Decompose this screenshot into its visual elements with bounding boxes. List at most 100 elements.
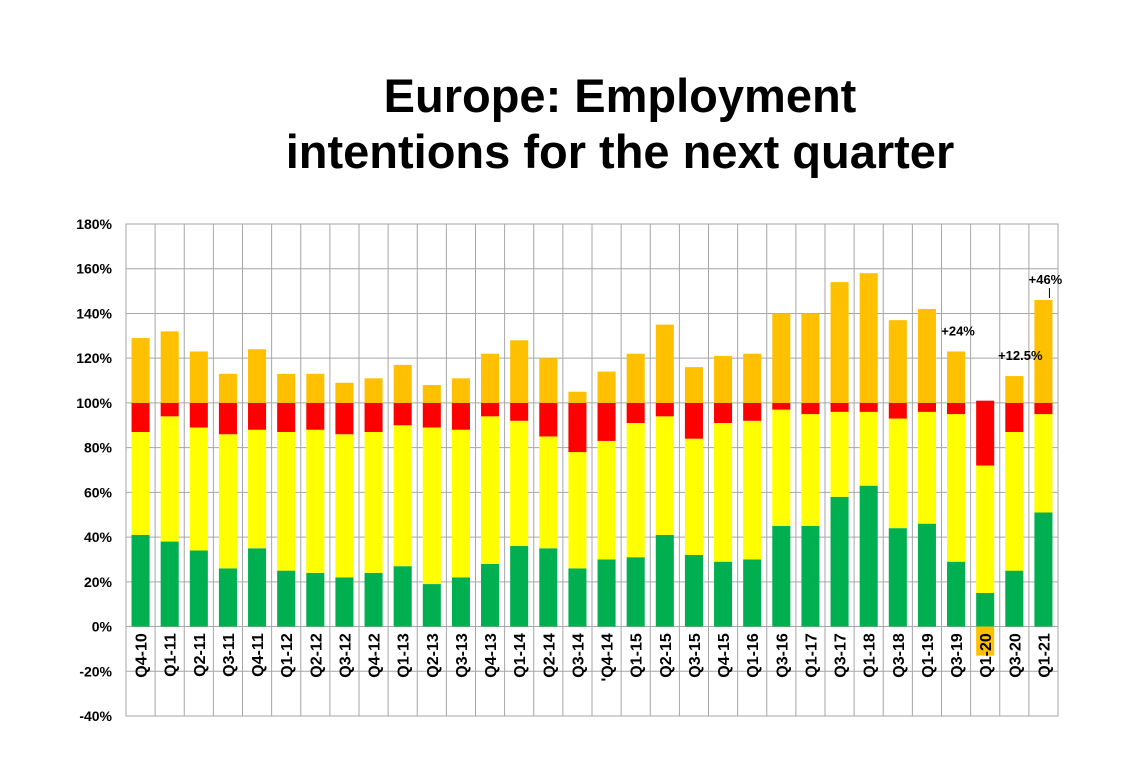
bar-segment-red: [218, 402, 237, 435]
bar-segment-green: [131, 534, 150, 627]
bar-segment-orange: [510, 340, 529, 403]
bar-segment-green: [976, 593, 995, 627]
bar-segment-green: [189, 550, 208, 627]
x-tick-label: Q1-18: [862, 633, 879, 678]
x-tick-label: Q1-13: [396, 633, 413, 678]
bar-segment-red: [248, 402, 267, 430]
y-tick-label: 120%: [76, 350, 112, 366]
x-tick-label: Q1-21: [1036, 633, 1053, 678]
x-tick-label: Q3-14: [570, 633, 587, 678]
x-tick-label: Q1-16: [745, 633, 762, 678]
x-tick-label: Q4-13: [483, 633, 500, 678]
bar-segment-red: [539, 402, 558, 437]
x-tick-label: Q3-19: [949, 633, 966, 678]
x-tick-label: Q2-12: [308, 633, 325, 678]
bar-segment-yellow: [1005, 431, 1024, 571]
bar-segment-red: [743, 402, 762, 421]
bar-segment-yellow: [626, 423, 645, 558]
bar-segment-red: [335, 402, 354, 435]
bar-segment-green: [248, 548, 267, 627]
x-tick-label: Q3-17: [833, 633, 850, 678]
y-tick-label: 100%: [76, 395, 112, 411]
x-tick-label: Q3-13: [454, 633, 471, 678]
bar-segment-orange: [393, 364, 412, 403]
bar-segment-red: [801, 402, 820, 415]
bar-segment-yellow: [393, 425, 412, 567]
bar-segment-yellow: [655, 416, 674, 535]
bar-segment-yellow: [888, 418, 907, 529]
bar-segment-red: [277, 402, 296, 432]
bar-segment-red: [947, 402, 966, 415]
y-tick-label: 80%: [84, 440, 113, 456]
y-tick-label: -40%: [79, 708, 112, 724]
bar-segment-red: [481, 402, 500, 417]
bar-segment-green: [714, 561, 733, 627]
bar-segment-orange: [1034, 300, 1053, 403]
bar-segment-yellow: [947, 414, 966, 562]
bar-segment-yellow: [364, 431, 383, 573]
bar-segment-orange: [772, 313, 791, 403]
y-tick-label: 20%: [84, 574, 113, 590]
bar-segment-red: [306, 402, 325, 430]
bar-segment-yellow: [451, 429, 470, 578]
bar-segment-orange: [160, 331, 179, 403]
x-tick-label: Q1-17: [803, 633, 820, 678]
x-tick-label: Q4-11: [250, 633, 267, 677]
chart-title-line-1: Europe: Employment: [383, 69, 857, 122]
bar-segment-green: [422, 584, 441, 627]
bar-segment-orange: [335, 382, 354, 403]
bar-segment-orange: [655, 324, 674, 403]
bar-segment-orange: [801, 313, 820, 403]
bar-segment-yellow: [684, 438, 703, 555]
bar-segment-red: [1005, 402, 1024, 432]
bar-segment-green: [947, 561, 966, 627]
x-tick-label: Q3-11: [221, 633, 238, 677]
bar-segment-orange: [714, 355, 733, 403]
bar-segment-orange: [277, 373, 296, 403]
bar-segment-red: [160, 402, 179, 417]
y-tick-label: -20%: [79, 663, 112, 679]
bar-segment-green: [859, 485, 878, 627]
x-tick-label: Q1-15: [629, 633, 646, 678]
bar-segment-orange: [917, 308, 936, 403]
bar-segment-yellow: [917, 411, 936, 524]
bar-segment-red: [626, 402, 645, 424]
bar-segment-orange: [131, 338, 150, 403]
bar-segment-green: [393, 566, 412, 627]
bar-segment-red: [568, 402, 587, 453]
bar-segment-red: [772, 402, 791, 410]
x-tick-label: Q1-12: [279, 633, 296, 678]
y-tick-label: 140%: [76, 305, 112, 321]
bar-segment-yellow: [1034, 414, 1053, 513]
bar-segment-green: [277, 570, 296, 627]
bar-segment-green: [626, 557, 645, 627]
bar-segment-red: [393, 402, 412, 426]
data-annotation: +24%: [941, 323, 975, 338]
bar-segment-yellow: [160, 416, 179, 542]
y-tick-label: 180%: [76, 216, 112, 232]
x-tick-label: Q4-15: [716, 633, 733, 678]
x-tick-label: Q2-14: [541, 633, 558, 678]
bar-segment-red: [451, 402, 470, 430]
bar-segment-yellow: [772, 409, 791, 526]
x-tick-label: Q3-20: [1007, 633, 1024, 678]
bar-segment-red: [714, 402, 733, 424]
bar-segment-red: [364, 402, 383, 432]
bar-segment-green: [218, 568, 237, 627]
bar-segment-green: [1034, 512, 1053, 627]
bar-segment-yellow: [306, 429, 325, 573]
bar-segment-green: [539, 548, 558, 627]
x-tick-label: Q4-10: [134, 633, 151, 678]
bar-segment-yellow: [830, 411, 849, 497]
bar-segment-green: [684, 554, 703, 627]
bar-segment-yellow: [859, 411, 878, 486]
bar-segment-yellow: [189, 427, 208, 551]
bar-segment-green: [801, 525, 820, 627]
bar-segment-orange: [248, 349, 267, 403]
x-tick-label: Q3-12: [337, 633, 354, 678]
bar-segment-orange: [1005, 376, 1024, 403]
bar-segment-yellow: [539, 436, 558, 549]
bar-segment-red: [859, 402, 878, 412]
bar-segment-red: [1034, 402, 1053, 415]
